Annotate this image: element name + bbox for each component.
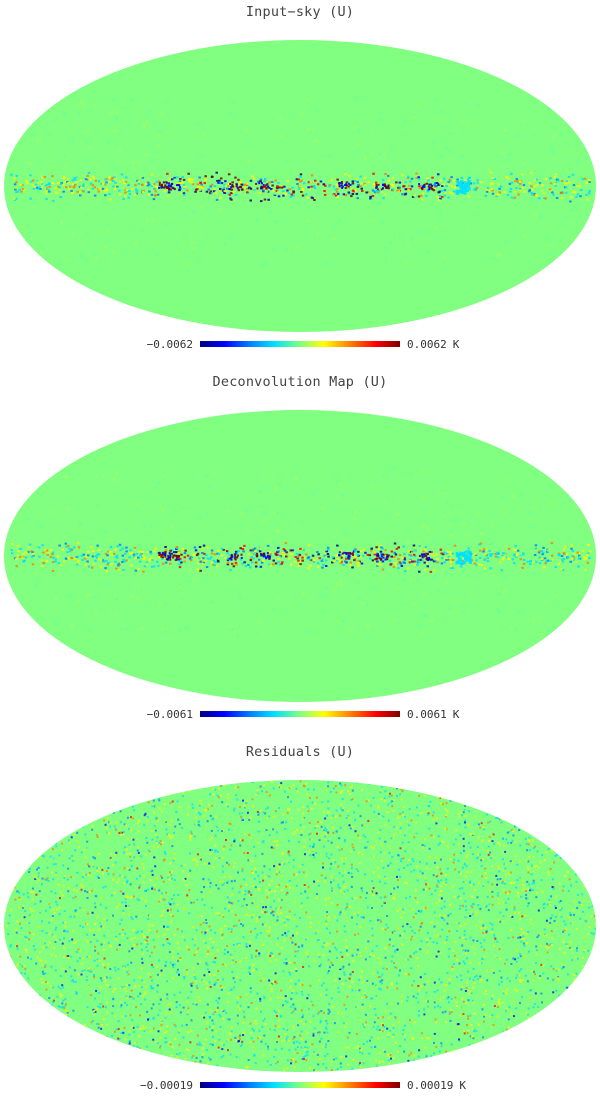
mollweide-map bbox=[0, 26, 600, 332]
panel-title: Residuals (U) bbox=[0, 744, 600, 760]
colorbar-min-label: −0.0062 bbox=[147, 338, 193, 351]
colorbar-unit: K bbox=[453, 708, 460, 721]
colorbar-min-label: −0.00019 bbox=[140, 1079, 193, 1092]
mollweide-map bbox=[0, 766, 600, 1072]
colorbar-gradient bbox=[200, 1082, 400, 1088]
mollweide-map bbox=[0, 396, 600, 702]
panel-title: Input−sky (U) bbox=[0, 4, 600, 20]
colorbar-gradient bbox=[200, 711, 400, 717]
panel-title: Deconvolution Map (U) bbox=[0, 374, 600, 390]
colorbar-min-label: −0.0061 bbox=[147, 708, 193, 721]
colorbar-unit: K bbox=[459, 1079, 466, 1092]
colorbar-gradient bbox=[200, 341, 400, 347]
colorbar-unit: K bbox=[453, 338, 460, 351]
map-ellipse bbox=[4, 780, 596, 1072]
